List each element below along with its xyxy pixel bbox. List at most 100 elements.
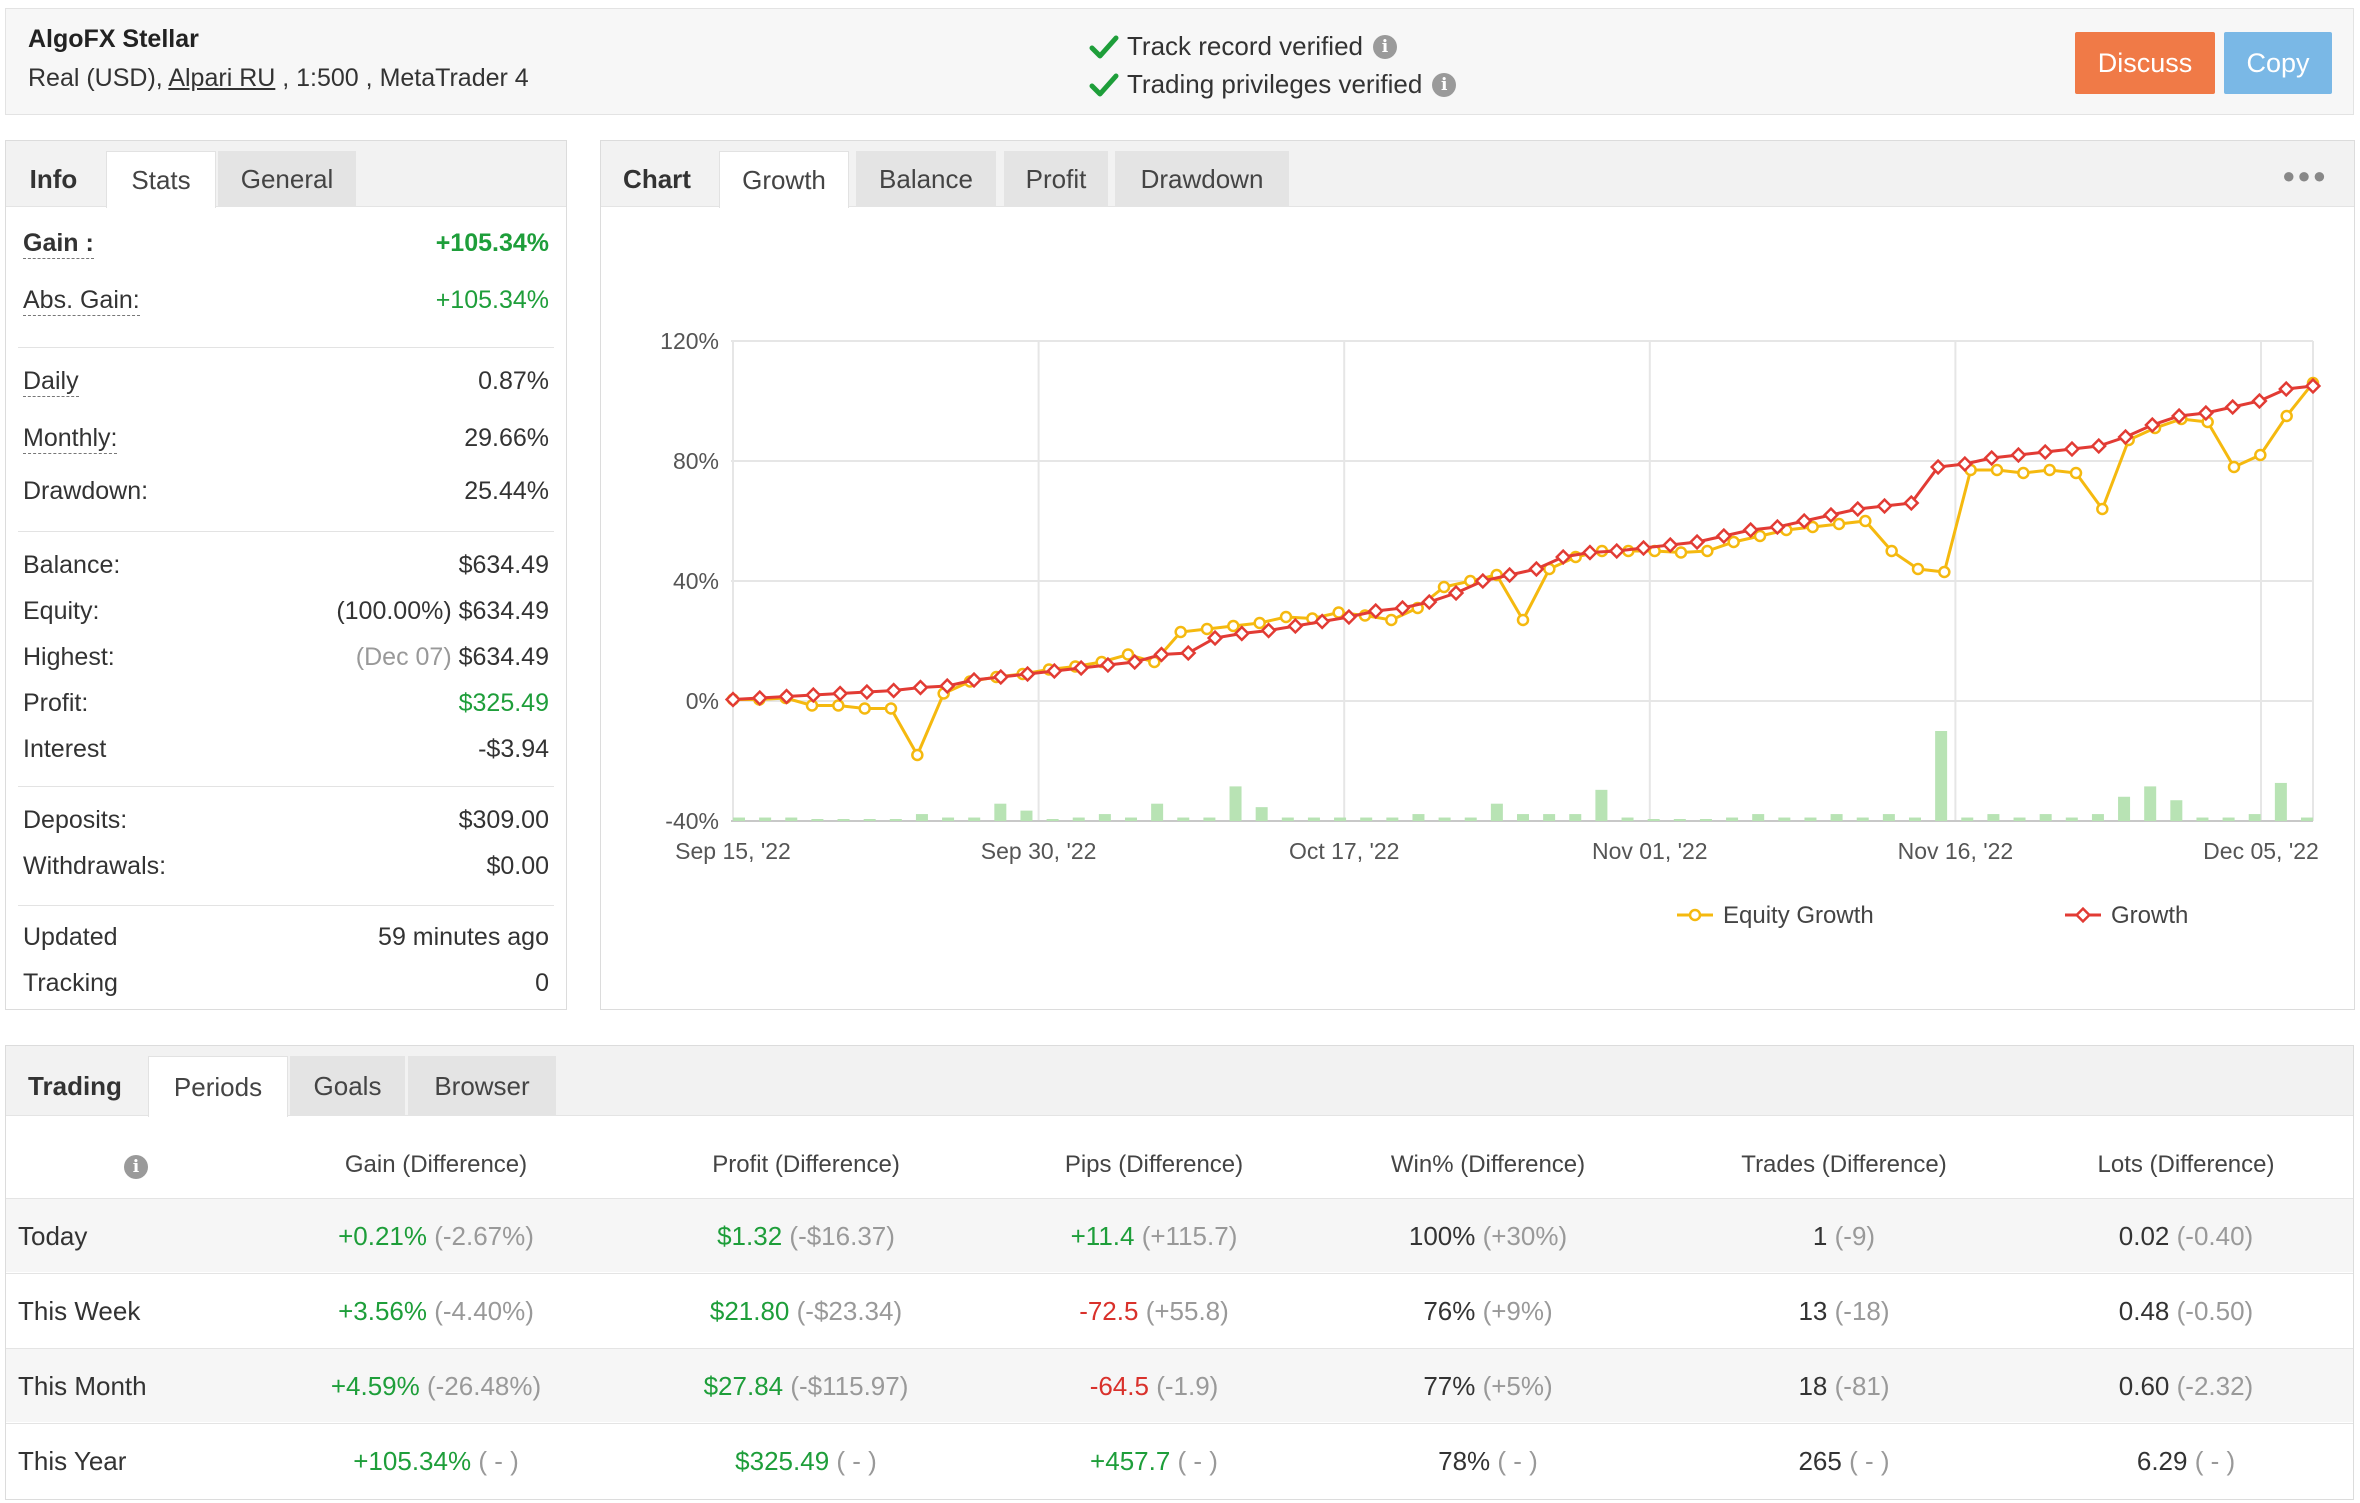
deposits-label: Deposits:: [23, 806, 128, 834]
growth-point: [1394, 599, 1411, 617]
growth-point: [2063, 440, 2081, 458]
growth-point: [2224, 398, 2241, 416]
table-cell: $21.80 (-$23.34): [646, 1274, 966, 1348]
equity-point: [1437, 580, 1451, 594]
tab-info[interactable]: Info: [29, 164, 78, 194]
growth-point: [1099, 656, 1117, 674]
tab-profit[interactable]: Profit: [1004, 151, 1108, 207]
tracking-row: Tracking 0: [23, 969, 549, 998]
cell-value: 78%: [1438, 1446, 1491, 1476]
volume-bar: [1778, 817, 1791, 821]
equity-point: [2227, 460, 2241, 474]
tab-general[interactable]: General: [218, 151, 356, 207]
discuss-button[interactable]: Discuss: [2075, 32, 2215, 94]
growth-point: [1903, 494, 1920, 512]
tab-trading[interactable]: Trading: [28, 1071, 122, 1101]
cell-value: +4.59%: [330, 1371, 420, 1401]
volume-bar: [1438, 817, 1451, 821]
cell-difference: (-1.9): [1156, 1371, 1219, 1401]
table-row: Today +0.21% (-2.67%) $1.32 (-$16.37) +11.4…: [6, 1198, 2353, 1272]
volume-bar: [1412, 814, 1425, 821]
daily-label: Daily: [23, 367, 79, 397]
volume-bar: [1726, 817, 1739, 821]
info-icon[interactable]: i: [116, 1130, 156, 1200]
copy-button[interactable]: Copy: [2224, 32, 2332, 94]
x-tick-label: Sep 30, '22: [981, 838, 1097, 864]
table-cell: $325.49 ( - ): [646, 1424, 966, 1498]
withdrawals-value: $0.00: [486, 852, 549, 880]
growth-point: [1555, 548, 1572, 566]
tab-goals[interactable]: Goals: [290, 1056, 405, 1116]
equity-point: [1121, 648, 1135, 661]
column-header[interactable]: Trades (Difference): [1741, 1151, 1947, 1178]
tab-stats[interactable]: Stats: [106, 151, 216, 208]
column-header[interactable]: Pips (Difference): [1064, 1151, 1244, 1178]
daily-value: 0.87%: [478, 367, 549, 395]
volume-bar: [1856, 817, 1869, 821]
check-icon: [1089, 35, 1119, 58]
volume-bar: [1177, 817, 1190, 821]
growth-point: [1019, 665, 1036, 683]
growth-point: [1956, 455, 1973, 473]
period-label: This Week: [18, 1296, 141, 1326]
volume-bar: [1804, 817, 1817, 821]
equity-point: [2280, 409, 2293, 423]
gain-label: Gain :: [23, 229, 94, 259]
cell-difference: (-$16.37): [789, 1221, 895, 1251]
tab-growth[interactable]: Growth: [719, 151, 849, 208]
table-cell: 0.60 (-2.32): [2026, 1349, 2346, 1423]
equity-point: [832, 699, 845, 712]
info-icon[interactable]: i: [1373, 34, 1397, 59]
volume-bar: [1046, 819, 1059, 821]
growth-point: [1983, 449, 2000, 467]
table-cell: 6.29 ( - ): [2026, 1424, 2346, 1498]
table-cell: 13 (-18): [1684, 1274, 2004, 1348]
tab-browser[interactable]: Browser: [408, 1056, 556, 1116]
volume-bar: [837, 819, 850, 821]
more-options-icon[interactable]: ●●●: [2282, 163, 2328, 188]
cell-difference: (+5%): [1482, 1371, 1553, 1401]
account-leverage: , 1:500 ,: [275, 64, 373, 92]
tab-balance[interactable]: Balance: [856, 151, 996, 207]
column-header[interactable]: Profit (Difference): [712, 1151, 900, 1178]
tab-periods[interactable]: Periods: [148, 1056, 288, 1117]
growth-point: [1822, 506, 1840, 524]
tab-drawdown[interactable]: Drawdown: [1115, 151, 1289, 207]
column-header[interactable]: Lots (Difference): [2097, 1151, 2275, 1178]
volume-bar: [1595, 789, 1608, 821]
equity-point: [2043, 463, 2056, 477]
cell-value: -64.5: [1089, 1371, 1149, 1401]
volume-bar: [1020, 810, 1033, 821]
growth-point: [1180, 644, 1197, 662]
cell-difference: (-2.67%): [434, 1221, 534, 1251]
growth-chart: 120% 80% 40% 0% -40% Sep 15, '22 Sep 30, '22 Oc…: [660, 328, 2322, 929]
growth-point: [939, 677, 956, 695]
volume-bar: [1490, 803, 1503, 821]
period-label: This Month: [18, 1371, 147, 1401]
equity-point: [858, 702, 871, 715]
volume-bar: [1517, 814, 1529, 821]
profit-row: Profit: $325.49: [23, 689, 549, 718]
cell-difference: (+55.8): [1145, 1296, 1229, 1326]
legend-label[interactable]: Growth: [2111, 902, 2188, 929]
broker-link[interactable]: Alpari RU: [168, 64, 276, 92]
volume-bar: [1909, 817, 1921, 821]
equity-point: [2069, 466, 2083, 480]
volume-bar: [1360, 817, 1373, 821]
volume-bar: [1647, 819, 1660, 821]
table-cell: +105.34% ( - ): [276, 1424, 596, 1498]
info-icon[interactable]: i: [1432, 72, 1457, 97]
volume-bar: [2013, 817, 2026, 821]
growth-point: [1367, 602, 1384, 620]
series-line-equity-growth: [733, 382, 2315, 759]
volume-bar: [1935, 731, 1948, 821]
growth-point: [965, 671, 983, 689]
tab-chart[interactable]: Chart: [623, 164, 691, 194]
legend-label[interactable]: Equity Growth: [1723, 902, 1874, 929]
volume-bar: [863, 819, 876, 821]
column-header[interactable]: Gain (Difference): [344, 1151, 528, 1178]
table-cell: 78% ( - ): [1328, 1424, 1648, 1498]
column-header[interactable]: Win% (Difference): [1390, 1151, 1586, 1178]
divider: [18, 786, 554, 787]
table-cell: +457.7 ( - ): [994, 1424, 1314, 1498]
